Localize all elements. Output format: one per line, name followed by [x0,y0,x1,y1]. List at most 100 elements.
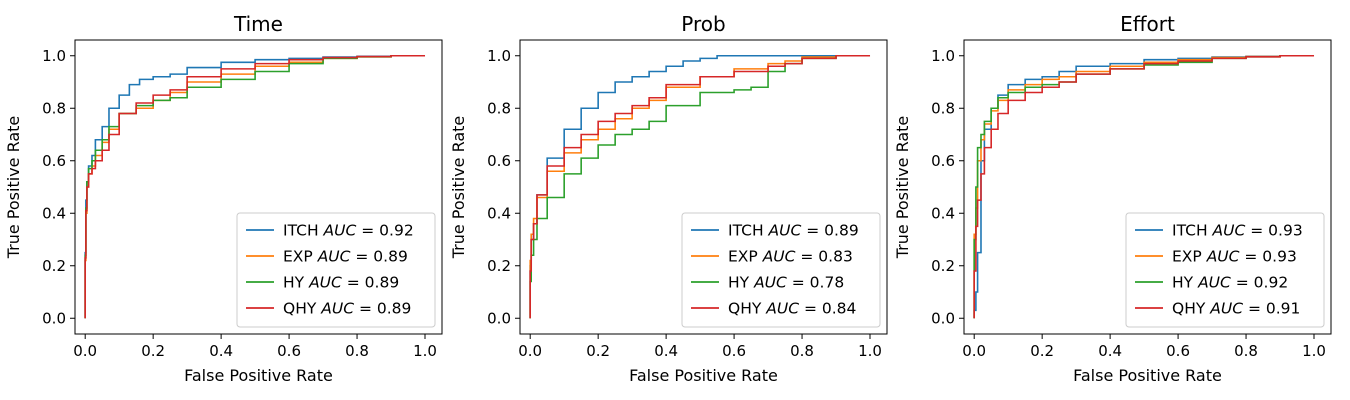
legend-auc-value: = 0.92 [356,222,413,240]
legend-label: QHY AUC = 0.89 [283,300,411,318]
x-tick-label: 0.0 [73,342,97,360]
x-tick-label: 0.6 [1166,342,1190,360]
legend-label: ITCH AUC = 0.93 [1172,222,1303,240]
legend-label: EXP AUC = 0.93 [1172,248,1297,266]
legend-auc-label: AUC [753,274,787,292]
x-axis-label: False Positive Rate [184,366,333,385]
legend-label: ITCH AUC = 0.89 [728,222,859,240]
legend-auc-value: = 0.78 [787,274,844,292]
legend-label: HY AUC = 0.78 [728,274,844,292]
y-axis-label: True Positive Rate [893,116,912,260]
legend-series-name: EXP [1172,248,1207,266]
legend-auc-label: AUC [1197,274,1231,292]
legend: ITCH AUC = 0.93 EXP AUC = 0.93 HY AUC = 0.… [1125,212,1325,328]
legend-auc-label: AUC [768,222,802,240]
x-axis-label: False Positive Rate [629,366,778,385]
y-tick-label: 0.2 [487,257,511,275]
legend-auc-label: AUC [762,248,796,266]
legend-auc-value: = 0.89 [801,222,858,240]
legend-auc-label: AUC [308,274,342,292]
x-tick-label: 0.4 [654,342,678,360]
legend-auc-value: = 0.93 [1245,222,1302,240]
series-lines [973,54,1315,319]
legend-label: HY AUC = 0.89 [283,274,399,292]
series-line-qhy [973,54,1315,319]
legend-auc-label: AUC [320,300,354,318]
legend-entry-qhy: QHY AUC = 0.91 [1135,300,1300,318]
x-tick-label: 1.0 [858,342,882,360]
legend-series-name: EXP [283,248,318,266]
legend-series-name: QHY [283,300,321,318]
plot-frame [519,39,888,335]
legend-auc-value: = 0.89 [354,300,411,318]
x-tick-label: 0.2 [141,342,165,360]
series-line-qhy [529,54,871,319]
legend-entry-exp: EXP AUC = 0.83 [691,248,853,266]
x-tick-label: 0.6 [722,342,746,360]
legend-label: HY AUC = 0.92 [1172,274,1288,292]
series-lines [529,54,871,319]
x-tick-label: 0.4 [209,342,233,360]
legend-entry-exp: EXP AUC = 0.89 [246,248,408,266]
legend: ITCH AUC = 0.89 EXP AUC = 0.83 HY AUC = 0.… [681,212,881,328]
y-tick-label: 0.6 [931,152,955,170]
legend-auc-value: = 0.83 [795,248,852,266]
legend-box [1125,212,1325,328]
legend-entry-qhy: QHY AUC = 0.84 [691,300,856,318]
y-tick-label: 0.6 [487,152,511,170]
series-lines [84,54,426,319]
legend-auc-value: = 0.84 [799,300,856,318]
legend-entry-itch: ITCH AUC = 0.92 [246,222,414,240]
series-line-qhy [84,54,426,319]
legend-box [681,212,881,328]
legend-entry-itch: ITCH AUC = 0.93 [1135,222,1303,240]
y-tick-label: 0.6 [42,152,66,170]
chart-panel-time: Time 0.0 0.2 0.4 0.6 0.8 1.0 0.0 0.2 0.4 0.6 0.8 1.0… [4,12,443,385]
legend-auc-value: = 0.93 [1239,248,1296,266]
legend-auc-label: AUC [1212,222,1246,240]
legend-auc-label: AUC [765,300,799,318]
y-tick-label: 1.0 [42,47,66,65]
y-tick-label: 0.4 [931,204,955,222]
x-tick-label: 0.0 [962,342,986,360]
x-tick-label: 0.2 [1030,342,1054,360]
y-tick-label: 0.0 [487,309,511,327]
legend-auc-label: AUC [1209,300,1243,318]
y-tick-label: 0.8 [487,99,511,117]
y-tick-label: 1.0 [487,47,511,65]
x-tick-label: 0.0 [518,342,542,360]
legend-entry-hy: HY AUC = 0.92 [1135,274,1288,292]
x-tick-label: 0.6 [277,342,301,360]
legend-auc-value: = 0.92 [1231,274,1288,292]
x-tick-label: 0.8 [1234,342,1258,360]
legend-series-name: QHY [728,300,766,318]
y-tick-label: 0.4 [42,204,66,222]
legend-label: EXP AUC = 0.83 [728,248,853,266]
plot-frame [74,39,443,335]
legend-box [236,212,436,328]
legend-label: QHY AUC = 0.91 [1172,300,1300,318]
y-tick-label: 0.8 [931,99,955,117]
x-tick-label: 0.4 [1098,342,1122,360]
plot-frame [963,39,1332,335]
legend-auc-label: AUC [317,248,351,266]
chart-panel-prob: Prob 0.0 0.2 0.4 0.6 0.8 1.0 0.0 0.2 0.4 0.6 0.8 1.0… [449,12,888,385]
y-tick-label: 0.0 [42,309,66,327]
x-tick-label: 1.0 [413,342,437,360]
x-tick-label: 0.8 [345,342,369,360]
legend-entry-hy: HY AUC = 0.78 [691,274,844,292]
legend-auc-label: AUC [1206,248,1240,266]
legend-entry-itch: ITCH AUC = 0.89 [691,222,859,240]
y-tick-label: 0.2 [42,257,66,275]
chart-title: Prob [681,12,725,36]
legend-label: QHY AUC = 0.84 [728,300,856,318]
legend-label: EXP AUC = 0.89 [283,248,408,266]
legend-entry-hy: HY AUC = 0.89 [246,274,399,292]
legend-auc-label: AUC [323,222,357,240]
chart-panel-effort: Effort 0.0 0.2 0.4 0.6 0.8 1.0 0.0 0.2 0.4 0.6 0.8 1… [893,12,1332,385]
y-tick-label: 0.4 [487,204,511,222]
legend-series-name: QHY [1172,300,1210,318]
series-line-hy [529,54,871,319]
chart-title: Time [233,12,283,36]
